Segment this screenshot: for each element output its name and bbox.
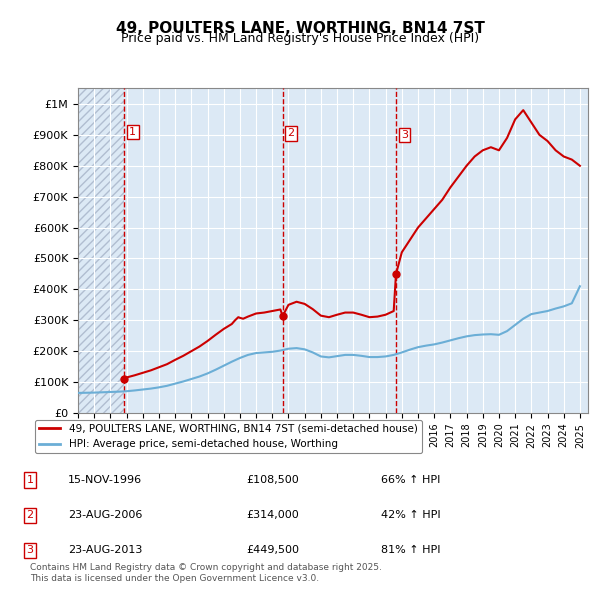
Text: 23-AUG-2013: 23-AUG-2013 (68, 546, 142, 555)
Legend: 49, POULTERS LANE, WORTHING, BN14 7ST (semi-detached house), HPI: Average price,: 49, POULTERS LANE, WORTHING, BN14 7ST (s… (35, 420, 422, 453)
Text: 1: 1 (26, 476, 34, 485)
Text: 81% ↑ HPI: 81% ↑ HPI (381, 546, 440, 555)
Bar (78, 88, 124, 413)
Text: 3: 3 (26, 546, 34, 555)
Text: 49, POULTERS LANE, WORTHING, BN14 7ST: 49, POULTERS LANE, WORTHING, BN14 7ST (116, 21, 484, 35)
Text: 66% ↑ HPI: 66% ↑ HPI (381, 476, 440, 485)
Text: 15-NOV-1996: 15-NOV-1996 (68, 476, 142, 485)
Text: £314,000: £314,000 (246, 510, 299, 520)
Text: Price paid vs. HM Land Registry's House Price Index (HPI): Price paid vs. HM Land Registry's House … (121, 32, 479, 45)
Text: 1: 1 (130, 127, 136, 137)
Text: £108,500: £108,500 (246, 476, 299, 485)
Text: 23-AUG-2006: 23-AUG-2006 (68, 510, 142, 520)
Text: Contains HM Land Registry data © Crown copyright and database right 2025.
This d: Contains HM Land Registry data © Crown c… (30, 563, 382, 583)
Text: 2: 2 (287, 129, 295, 139)
Text: 3: 3 (401, 130, 408, 140)
Text: £449,500: £449,500 (246, 546, 299, 555)
Text: 42% ↑ HPI: 42% ↑ HPI (381, 510, 440, 520)
Text: 2: 2 (26, 510, 34, 520)
